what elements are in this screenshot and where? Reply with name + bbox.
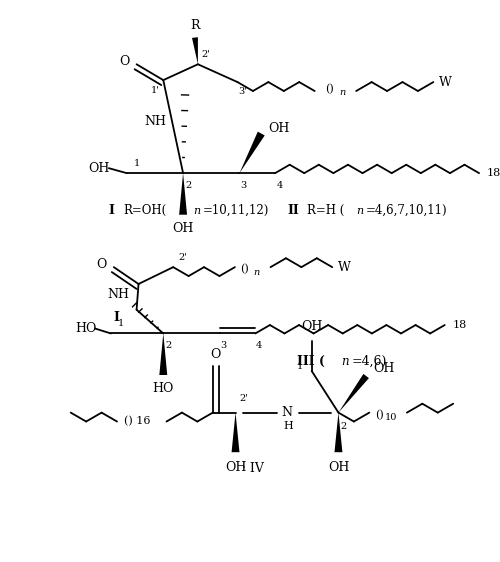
Text: n: n: [339, 88, 345, 97]
Text: OH: OH: [172, 222, 194, 235]
Text: OH: OH: [301, 320, 322, 333]
Text: I: I: [109, 204, 114, 217]
Text: OH: OH: [328, 460, 349, 474]
Text: 3: 3: [220, 341, 227, 350]
Text: 1: 1: [134, 158, 140, 167]
Text: 4: 4: [277, 180, 283, 189]
Text: 3: 3: [240, 180, 246, 189]
Text: HO: HO: [152, 382, 174, 396]
Text: O: O: [210, 348, 221, 361]
Polygon shape: [192, 37, 198, 64]
Text: III (: III (: [297, 355, 325, 368]
Text: 18: 18: [452, 320, 466, 330]
Text: NH: NH: [144, 115, 167, 128]
Text: 4: 4: [256, 341, 262, 350]
Polygon shape: [240, 132, 264, 173]
Text: I: I: [114, 311, 119, 324]
Text: 2: 2: [340, 422, 346, 431]
Text: n: n: [254, 268, 260, 277]
Text: OH: OH: [374, 361, 394, 375]
Text: (): (): [240, 264, 249, 274]
Text: (): (): [375, 410, 384, 420]
Text: 2': 2': [178, 253, 188, 262]
Text: 2': 2': [202, 50, 210, 59]
Text: n: n: [356, 206, 364, 216]
Polygon shape: [334, 413, 342, 452]
Text: 2: 2: [165, 341, 172, 350]
Text: =4,6,7,10,11): =4,6,7,10,11): [366, 204, 448, 217]
Text: O: O: [96, 257, 107, 271]
Text: 18: 18: [487, 168, 500, 178]
Text: n: n: [342, 355, 349, 368]
Text: 3': 3': [238, 88, 247, 97]
Text: R=OH(: R=OH(: [124, 204, 167, 217]
Text: =4,6): =4,6): [352, 355, 386, 368]
Text: 1': 1': [151, 85, 160, 94]
Text: · IV: · IV: [242, 461, 264, 474]
Polygon shape: [232, 413, 239, 452]
Text: HO: HO: [76, 322, 97, 335]
Text: 1: 1: [296, 361, 303, 370]
Text: OH: OH: [225, 460, 246, 474]
Text: R: R: [190, 19, 200, 32]
Text: OH: OH: [268, 122, 290, 135]
Text: N: N: [282, 406, 292, 419]
Text: () 16: () 16: [124, 416, 150, 427]
Text: 10: 10: [385, 413, 398, 422]
Text: OH: OH: [88, 162, 110, 175]
Text: 2': 2': [239, 395, 248, 404]
Polygon shape: [179, 173, 187, 215]
Polygon shape: [338, 374, 369, 413]
Text: O: O: [120, 55, 130, 68]
Text: R=H (: R=H (: [307, 204, 344, 217]
Text: =10,11,12): =10,11,12): [203, 204, 269, 217]
Text: (): (): [325, 84, 334, 94]
Text: W: W: [439, 75, 452, 89]
Text: 2: 2: [185, 180, 191, 189]
Text: H: H: [283, 422, 293, 432]
Text: W: W: [338, 261, 350, 274]
Text: n: n: [193, 206, 200, 216]
Text: II: II: [287, 204, 298, 217]
Text: NH: NH: [108, 288, 130, 301]
Text: 1: 1: [118, 319, 124, 328]
Polygon shape: [160, 333, 167, 375]
